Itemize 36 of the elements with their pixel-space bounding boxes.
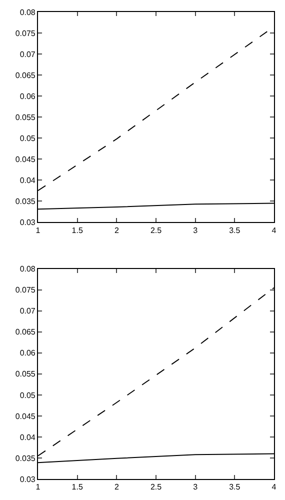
y-tick-label: 0.03 [20,218,36,227]
y-tick-label: 0.03 [20,474,36,484]
y-tick-label: 0.045 [15,154,36,164]
x-tick-label: 2.5 [150,226,162,235]
y-tick-label: 0.06 [20,92,36,101]
x-tick-label: 1 [36,482,41,492]
x-tick-label: 3.5 [229,482,241,492]
x-tick-label: 1.5 [72,482,84,492]
y-tick-label: 0.055 [15,112,36,122]
y-tick-label: 0.045 [15,412,36,421]
x-tick-label: 2 [114,482,120,492]
y-tick-label: 0.07 [20,50,36,59]
y-tick-label: 0.07 [20,306,36,316]
y-tick-label: 0.075 [15,286,36,295]
x-tick-label: 3.5 [229,226,241,235]
y-tick-label: 0.035 [15,454,36,463]
y-tick-label: 0.08 [20,8,36,17]
x-tick-label: 3 [193,226,198,235]
y-tick-label: 0.075 [15,28,36,38]
x-tick-label: 4 [272,482,277,492]
y-tick-label: 0.035 [15,196,36,206]
y-tick-label: 0.08 [20,264,36,274]
y-tick-label: 0.055 [15,370,36,379]
x-tick-label: 1 [36,226,41,235]
y-tick-label: 0.065 [15,328,36,337]
y-tick-label: 0.05 [20,134,36,143]
x-tick-label: 2.5 [150,482,162,492]
x-tick-label: 4 [272,226,277,235]
y-tick-label: 0.04 [20,176,36,185]
y-tick-label: 0.05 [20,390,36,400]
x-tick-label: 3 [193,482,198,492]
y-tick-label: 0.065 [15,70,36,80]
y-tick-label: 0.06 [20,348,36,358]
x-tick-label: 1.5 [72,226,84,235]
y-tick-label: 0.04 [20,432,36,442]
x-tick-label: 2 [114,226,120,235]
